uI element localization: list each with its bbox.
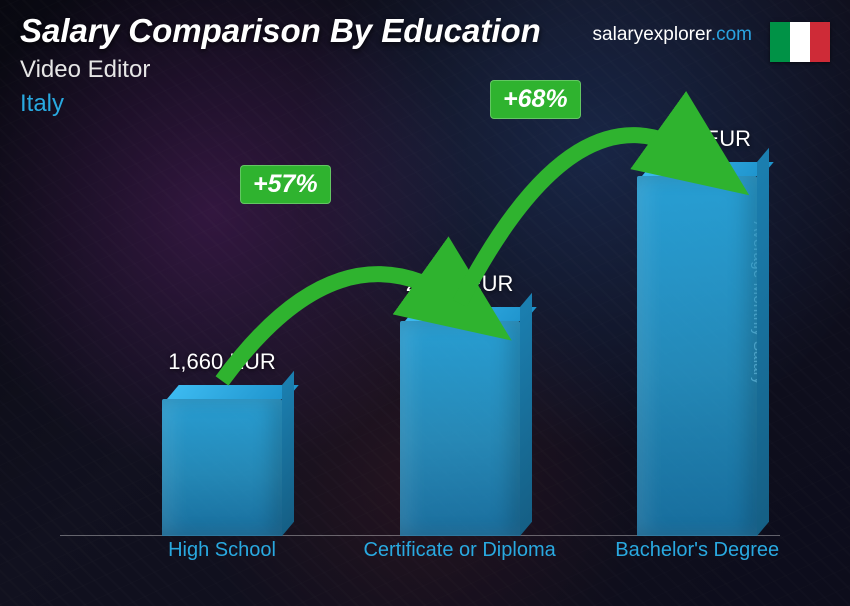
flag-stripe-2 — [810, 22, 830, 62]
country-label: Italy — [20, 90, 64, 118]
page-title: Salary Comparison By Education — [20, 12, 541, 50]
increase-badge-1: +68% — [490, 80, 581, 119]
bar-label-1: Certificate or Diploma — [360, 539, 560, 562]
bar-2 — [637, 176, 757, 536]
bar-value-1: 2,600 EUR — [406, 271, 514, 297]
bar-value-2: 4,360 EUR — [643, 126, 751, 152]
bar-value-0: 1,660 EUR — [168, 349, 276, 375]
infographic-container: Salary Comparison By Education Video Edi… — [0, 0, 850, 606]
bar-label-2: Bachelor's Degree — [597, 539, 797, 562]
bar-label-0: High School — [122, 539, 322, 562]
increase-badge-0: +57% — [240, 165, 331, 204]
flag-italy — [770, 22, 830, 62]
bar-1 — [400, 321, 520, 536]
bar-0 — [162, 399, 282, 536]
bar-chart: 1,660 EUR High School 2,600 EUR Certific… — [60, 61, 780, 581]
flag-stripe-0 — [770, 22, 790, 62]
flag-stripe-1 — [790, 22, 810, 62]
site-suffix: .com — [711, 24, 752, 45]
site-name: salaryexplorer — [593, 24, 711, 45]
site-watermark: salaryexplorer.com — [593, 24, 752, 46]
